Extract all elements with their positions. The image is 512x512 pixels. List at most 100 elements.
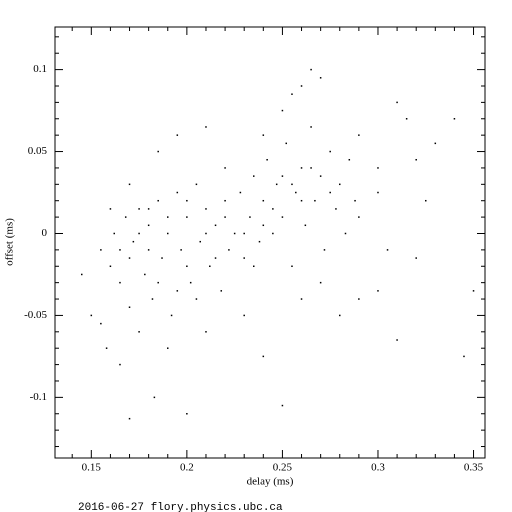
point [209,265,211,268]
point [300,298,303,300]
x-tick-label: 0.25 [273,462,293,474]
point [109,265,112,268]
point [463,355,465,358]
point [339,183,341,186]
point [239,191,242,194]
point [344,232,347,235]
point [128,257,131,259]
point [138,232,140,235]
plot-frame [54,26,486,459]
point [205,126,207,128]
point [176,134,179,136]
point [386,249,389,251]
point [195,298,198,300]
point [335,208,337,210]
point [295,191,297,194]
point [151,298,154,300]
y-tick-label: -0.1 [30,391,47,403]
point [243,257,245,259]
footer: 2016-06-27 flory.physics.ubc.ca [78,502,283,512]
point [291,183,293,186]
point [157,281,159,284]
point [396,101,398,104]
point [291,93,293,95]
point [147,224,150,227]
point [272,232,274,235]
x-tick-label: 0.2 [180,462,194,474]
point [132,240,135,243]
point [453,118,456,120]
point [258,240,261,243]
point [472,290,475,292]
point [319,77,322,79]
point [249,216,251,218]
point [243,314,245,317]
point [161,257,163,259]
point [224,216,226,218]
point [157,199,159,202]
y-tick-label: -0.05 [24,309,47,321]
point [329,150,331,153]
point [405,118,408,120]
point [319,281,322,284]
point [195,183,198,186]
point [128,183,131,186]
point [186,413,188,415]
point [377,167,379,169]
point [358,216,360,218]
point [205,208,207,210]
point [319,175,322,177]
point [153,396,156,399]
point [348,158,351,161]
point [105,347,108,349]
point [113,232,115,235]
point [147,249,150,251]
point [214,257,217,259]
point [262,199,265,202]
point [310,126,312,128]
point [377,191,379,194]
x-axis-label: delay (ms) [247,476,294,488]
point [291,265,293,268]
point [119,281,121,284]
point [205,232,207,235]
point [224,199,226,202]
point [377,290,379,292]
y-tick-label: 0.05 [28,145,48,157]
point [281,216,284,218]
point [253,175,255,177]
point [285,142,287,145]
point [275,183,278,186]
point [199,240,201,243]
point [262,224,265,227]
point [415,257,417,259]
point [262,134,265,136]
point [300,85,303,87]
point [186,199,188,202]
point [138,331,140,333]
point [434,142,437,145]
point [90,314,93,317]
point [253,265,255,268]
point [220,290,223,292]
x-tick-label: 0.35 [464,462,484,474]
point [128,417,131,420]
point [205,331,207,333]
point [186,216,188,218]
point [224,167,226,169]
point [415,158,417,161]
y-tick-label: 0.1 [33,63,47,75]
point [176,290,179,292]
point [358,134,360,136]
point [100,322,102,325]
point [170,314,173,317]
point [281,109,284,112]
point [310,167,312,169]
point [119,249,121,251]
point [147,208,150,210]
point [323,249,326,251]
point [180,249,182,251]
point [214,224,217,227]
